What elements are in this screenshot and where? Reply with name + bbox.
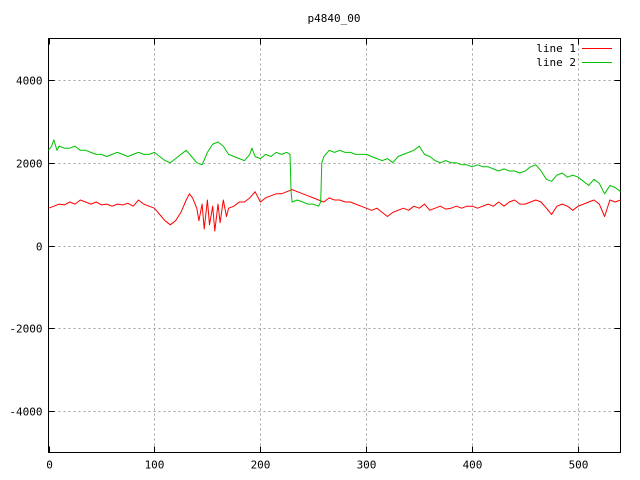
x-tick-label: 300	[357, 459, 377, 472]
legend-label-line-1: line 1	[536, 42, 576, 55]
grid	[48, 38, 621, 453]
x-tick-label: 100	[145, 459, 165, 472]
y-tick-label: -4000	[9, 406, 42, 419]
chart-title: p4840_00	[308, 12, 361, 25]
series-line-1	[48, 189, 621, 232]
x-tick-label: 400	[463, 459, 483, 472]
legend-label-line-2: line 2	[536, 56, 576, 69]
y-tick-label: -2000	[9, 323, 42, 336]
x-tick-label: 0	[46, 459, 53, 472]
legend: line 1 line 2	[536, 42, 612, 69]
series-line-2	[48, 139, 621, 207]
y-tick-label: 2000	[16, 158, 43, 171]
x-tick-label: 500	[569, 459, 589, 472]
series-group	[48, 139, 621, 232]
y-tick-label: 0	[36, 241, 43, 254]
x-tick-label: 200	[251, 459, 271, 472]
y-tick-label: 4000	[16, 75, 43, 88]
plot-frame	[48, 38, 621, 453]
axis-ticks: 0 100 200 300 400 500 -4000 -2000 0 2000 4000	[9, 38, 621, 472]
